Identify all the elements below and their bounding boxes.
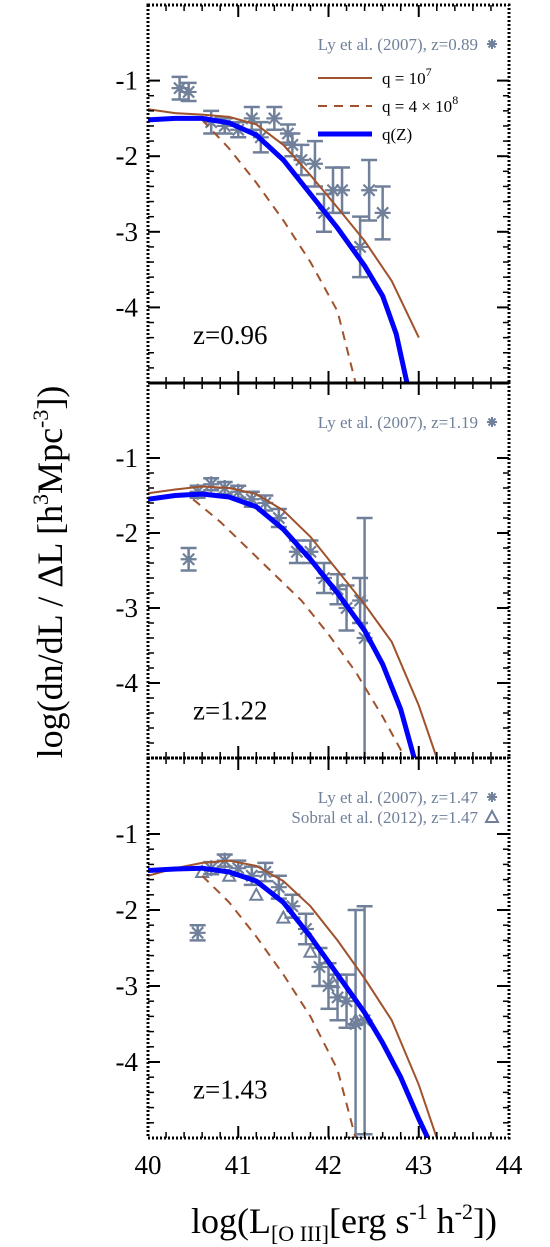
series-qz xyxy=(148,491,417,758)
x-tick-label: 41 xyxy=(225,1150,252,1180)
obs-point xyxy=(266,105,283,131)
panel-2: -1 -2 -3 -4 z=1.22 Ly et al. (2007), z=1.19 xyxy=(116,381,511,760)
y-axis-title: log(dn/dL / ΔL [h3Mpc-3]) xyxy=(28,386,70,759)
series-q-1e7 xyxy=(148,108,420,339)
x-tick-label: 43 xyxy=(405,1150,432,1180)
redshift-label: z=1.22 xyxy=(193,695,267,725)
y-tick-label: -1 xyxy=(116,443,139,473)
x-tick-label: 44 xyxy=(496,1150,524,1180)
legend-label: q = 4 × 108 xyxy=(382,93,458,116)
series-qz xyxy=(148,865,431,1138)
panels: -1 -2 -3 -4 z=0.96 Ly et al. (2007), z=0.89 q … xyxy=(116,3,524,1180)
star-marker-icon xyxy=(487,792,497,802)
legend-label: q(Z) xyxy=(382,125,412,144)
redshift-label: z=0.96 xyxy=(193,320,267,350)
obs-point xyxy=(374,185,391,241)
obs-source-label: Ly et al. (2007), z=1.47 xyxy=(318,788,479,807)
series-q-4e8 xyxy=(201,119,357,383)
y-tick-label: -4 xyxy=(116,1047,139,1077)
y-tick-label: -3 xyxy=(116,971,139,1001)
obs-point xyxy=(306,139,323,188)
obs-point xyxy=(180,81,197,103)
panel-3: -1 -2 -3 -4 z=1.43 Ly et al. (2007), z=1.47So… xyxy=(116,756,524,1180)
x-tick-label: 40 xyxy=(135,1150,162,1180)
obs-point xyxy=(180,546,197,572)
obs-source-label: Ly et al. (2007), z=0.89 xyxy=(318,35,478,54)
panel-1: -1 -2 -3 -4 z=0.96 Ly et al. (2007), z=0.89 q … xyxy=(116,3,511,385)
star-marker-icon xyxy=(487,39,497,49)
obs-triangle xyxy=(325,974,341,989)
obs-point xyxy=(189,923,206,942)
y-tick-label: -1 xyxy=(116,819,139,849)
plot-area xyxy=(148,75,420,383)
legend: q = 107 q = 4 × 108 q(Z) xyxy=(318,65,458,144)
obs-triangle xyxy=(275,909,292,924)
obs-triangle xyxy=(248,886,264,901)
obs-point xyxy=(203,476,220,493)
y-tick-label: -4 xyxy=(116,292,139,322)
x-axis-title: log(L[O III][erg s-1 h-2]) xyxy=(191,1199,497,1246)
y-tick-label: -2 xyxy=(116,895,139,925)
obs-point xyxy=(171,75,188,101)
y-tick-label: -1 xyxy=(116,66,139,96)
star-marker-icon xyxy=(487,417,497,427)
y-tick-label: -3 xyxy=(116,217,139,247)
series-q-4e8 xyxy=(192,498,407,758)
y-tick-label: -2 xyxy=(116,141,139,171)
obs-point xyxy=(361,158,378,222)
y-tick-label: -4 xyxy=(116,668,139,698)
y-tick-label: -2 xyxy=(116,518,139,548)
series-qz xyxy=(148,115,410,383)
obs-point xyxy=(352,215,369,279)
redshift-label: z=1.43 xyxy=(193,1075,267,1105)
obs-triangle xyxy=(347,1012,364,1027)
x-tick-label: 42 xyxy=(315,1150,342,1180)
obs-source-label: Ly et al. (2007), z=1.19 xyxy=(318,413,478,432)
obs-triangle xyxy=(302,943,319,958)
y-tick-label: -3 xyxy=(116,593,139,623)
plot-area xyxy=(148,852,438,1138)
legend-label: q = 107 xyxy=(382,65,432,88)
triangle-marker-icon xyxy=(484,808,500,823)
series-q-1e7 xyxy=(148,859,438,1138)
obs-source-label: Sobral et al. (2012), z=1.47 xyxy=(291,808,478,827)
series-q-1e7 xyxy=(148,485,438,758)
plot-area xyxy=(148,476,438,758)
series-q-4e8 xyxy=(201,875,357,1138)
